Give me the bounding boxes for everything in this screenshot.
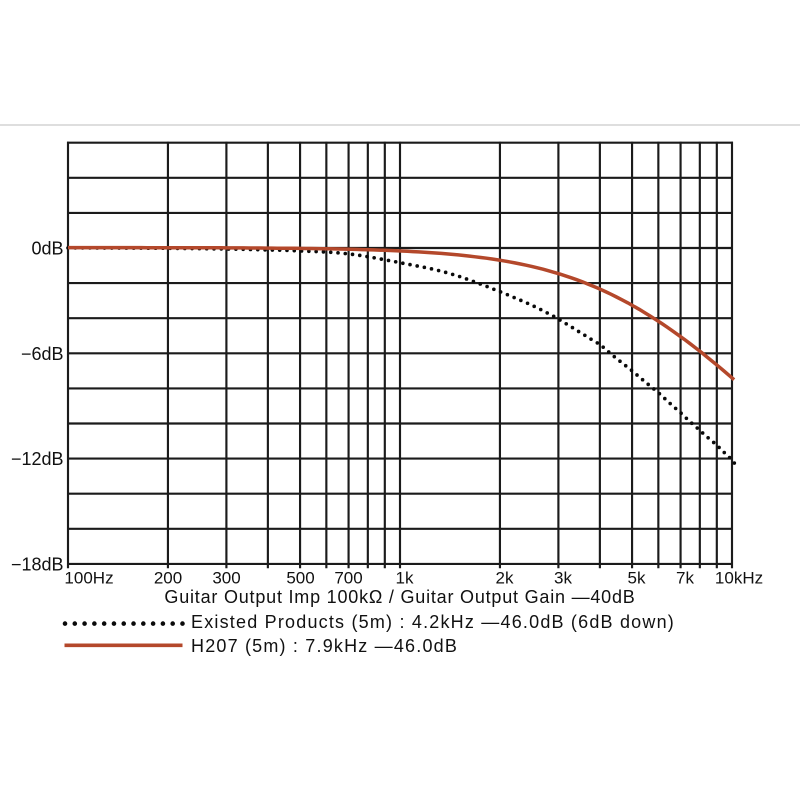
svg-text:−6dB: −6dB [21,344,64,364]
svg-text:1k: 1k [396,569,414,588]
svg-text:200: 200 [154,569,182,588]
svg-text:−18dB: −18dB [11,554,64,574]
svg-text:2k: 2k [496,569,514,588]
svg-text:H207 (5m) : 7.9kHz —46.0dB: H207 (5m) : 7.9kHz —46.0dB [191,636,458,656]
svg-text:100Hz: 100Hz [64,569,113,588]
svg-text:Existed Products (5m) : 4.2kHz: Existed Products (5m) : 4.2kHz —46.0dB (… [191,612,675,632]
svg-text:500: 500 [286,569,314,588]
svg-text:700: 700 [334,569,362,588]
svg-text:−12dB: −12dB [11,449,64,469]
svg-text:5k: 5k [628,569,646,588]
svg-text:300: 300 [212,569,240,588]
svg-text:10kHz: 10kHz [715,569,763,588]
svg-text:3k: 3k [554,569,572,588]
svg-text:Guitar Output Imp 100kΩ / Guit: Guitar Output Imp 100kΩ / Guitar Output … [164,587,635,607]
svg-text:7k: 7k [676,569,694,588]
svg-text:0dB: 0dB [31,239,63,259]
